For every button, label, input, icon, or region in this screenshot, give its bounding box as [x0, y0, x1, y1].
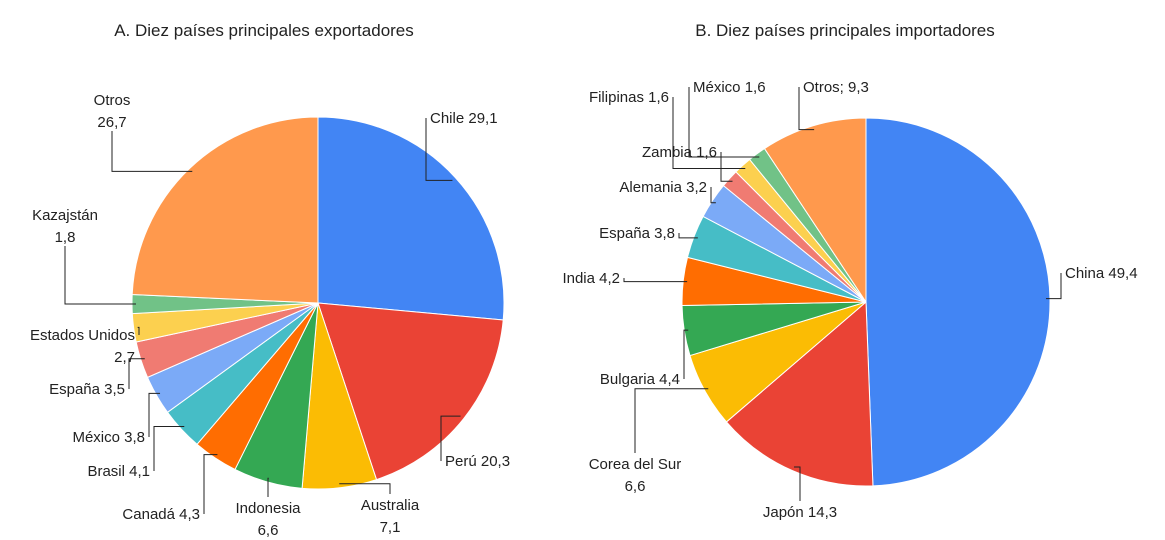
chart-title: B. Diez países principales importadores [695, 21, 995, 40]
pie-slice [865, 117, 1051, 487]
slice-category: Bulgaria [600, 371, 656, 388]
slice-value: 3,8 [654, 225, 675, 242]
leader-line [672, 97, 746, 169]
slice-value: 4,1 [129, 463, 150, 480]
leader-line [440, 415, 461, 461]
slice-value: 3,2 [686, 179, 707, 196]
slice-category: Corea del Sur [589, 456, 682, 473]
leader-line [203, 454, 218, 514]
leader-line [137, 326, 140, 335]
pie-slice [725, 300, 874, 487]
leader-line [798, 87, 815, 131]
leader-line [339, 483, 391, 494]
slice-value: 1,8 [55, 229, 76, 246]
slice-label: México 1,6 [693, 79, 766, 96]
slice-category: Brasil [87, 463, 125, 480]
slice-category: Otros; [803, 79, 844, 96]
pie-slice [763, 117, 867, 304]
slice-category: Alemania [619, 179, 682, 196]
slice-label: Alemania 3,2 [619, 179, 707, 196]
slice-category: Australia [361, 497, 420, 514]
slice-label: Zambia 1,6 [642, 144, 717, 161]
slice-category: Kazajstán [32, 207, 98, 224]
slice-value: 6,6 [625, 478, 646, 495]
slice-value: 1,6 [745, 79, 766, 96]
pie-slice [317, 116, 505, 321]
slice-label: España 3,8 [599, 225, 675, 242]
slice-value: 20,3 [481, 453, 510, 470]
slice-category: México [72, 429, 120, 446]
slice-label: Brasil 4,1 [87, 463, 150, 480]
leader-line [1045, 273, 1062, 300]
slice-value: 4,3 [179, 506, 200, 523]
leader-line [623, 278, 688, 283]
leader-line [683, 329, 689, 379]
slice-category: Canadá [122, 506, 175, 523]
slice-category: Estados Unidos [30, 327, 135, 344]
leader-line [634, 388, 709, 453]
slice-label: Japón 14,3 [763, 504, 837, 521]
leader-line [267, 477, 269, 497]
slice-category: España [599, 225, 651, 242]
slice-value: 9,3 [848, 79, 869, 96]
slice-value: 7,1 [380, 519, 401, 536]
slice-category: India [562, 270, 595, 287]
slice-category: Indonesia [235, 500, 301, 517]
slice-label: España 3,5 [49, 381, 125, 398]
pie-slice [317, 302, 504, 481]
leader-line [688, 87, 760, 158]
slice-value: 1,6 [648, 89, 669, 106]
slice-label: Chile 29,1 [430, 110, 498, 127]
slice-category: México [693, 79, 741, 96]
leader-line [111, 131, 193, 172]
pie-slice [131, 116, 319, 304]
leader-line [153, 425, 185, 471]
leader-line [64, 246, 137, 305]
slice-label: Estados Unidos 2,7 [30, 327, 135, 366]
leader-line [710, 187, 716, 204]
slice-category: Japón [763, 504, 804, 521]
slice-value: 14,3 [808, 504, 837, 521]
slice-value: 4,2 [599, 270, 620, 287]
slice-category: Otros [94, 92, 131, 109]
slice-label: México 3,8 [72, 429, 145, 446]
slice-label: Kazajstán 1,8 [32, 207, 98, 246]
slice-value: 29,1 [468, 110, 497, 127]
slice-label: India 4,2 [562, 270, 620, 287]
slice-label: Corea del Sur 6,6 [589, 456, 682, 495]
leader-line [720, 152, 733, 182]
slice-value: 6,6 [258, 522, 279, 539]
slice-value: 2,7 [114, 349, 135, 366]
slice-label: Otros; 9,3 [803, 79, 869, 96]
leader-line [793, 466, 801, 501]
chart-title: A. Diez países principales exportadores [114, 21, 414, 40]
slice-label: Bulgaria 4,4 [600, 371, 680, 388]
slice-label: Canadá 4,3 [122, 506, 200, 523]
slice-category: Zambia [642, 144, 693, 161]
slice-category: Perú [445, 453, 477, 470]
slice-label: Perú 20,3 [445, 453, 510, 470]
leader-line [148, 392, 161, 437]
leader-line [678, 233, 698, 239]
slice-label: Filipinas 1,6 [589, 89, 669, 106]
slice-label: China 49,4 [1065, 265, 1138, 282]
slice-label: Indonesia 6,6 [235, 500, 301, 539]
leader-line [128, 358, 145, 389]
slice-value: 49,4 [1108, 265, 1137, 282]
slice-category: China [1065, 265, 1105, 282]
slice-label: Australia 7,1 [361, 497, 420, 536]
leader-line [425, 118, 453, 181]
slice-category: España [49, 381, 101, 398]
slice-label: Otros 26,7 [94, 92, 131, 131]
slice-value: 4,4 [659, 371, 680, 388]
slice-value: 3,5 [104, 381, 125, 398]
slice-category: Filipinas [589, 89, 644, 106]
slice-category: Chile [430, 110, 464, 127]
slice-value: 1,6 [696, 144, 717, 161]
slice-value: 26,7 [97, 114, 126, 131]
slice-value: 3,8 [124, 429, 145, 446]
